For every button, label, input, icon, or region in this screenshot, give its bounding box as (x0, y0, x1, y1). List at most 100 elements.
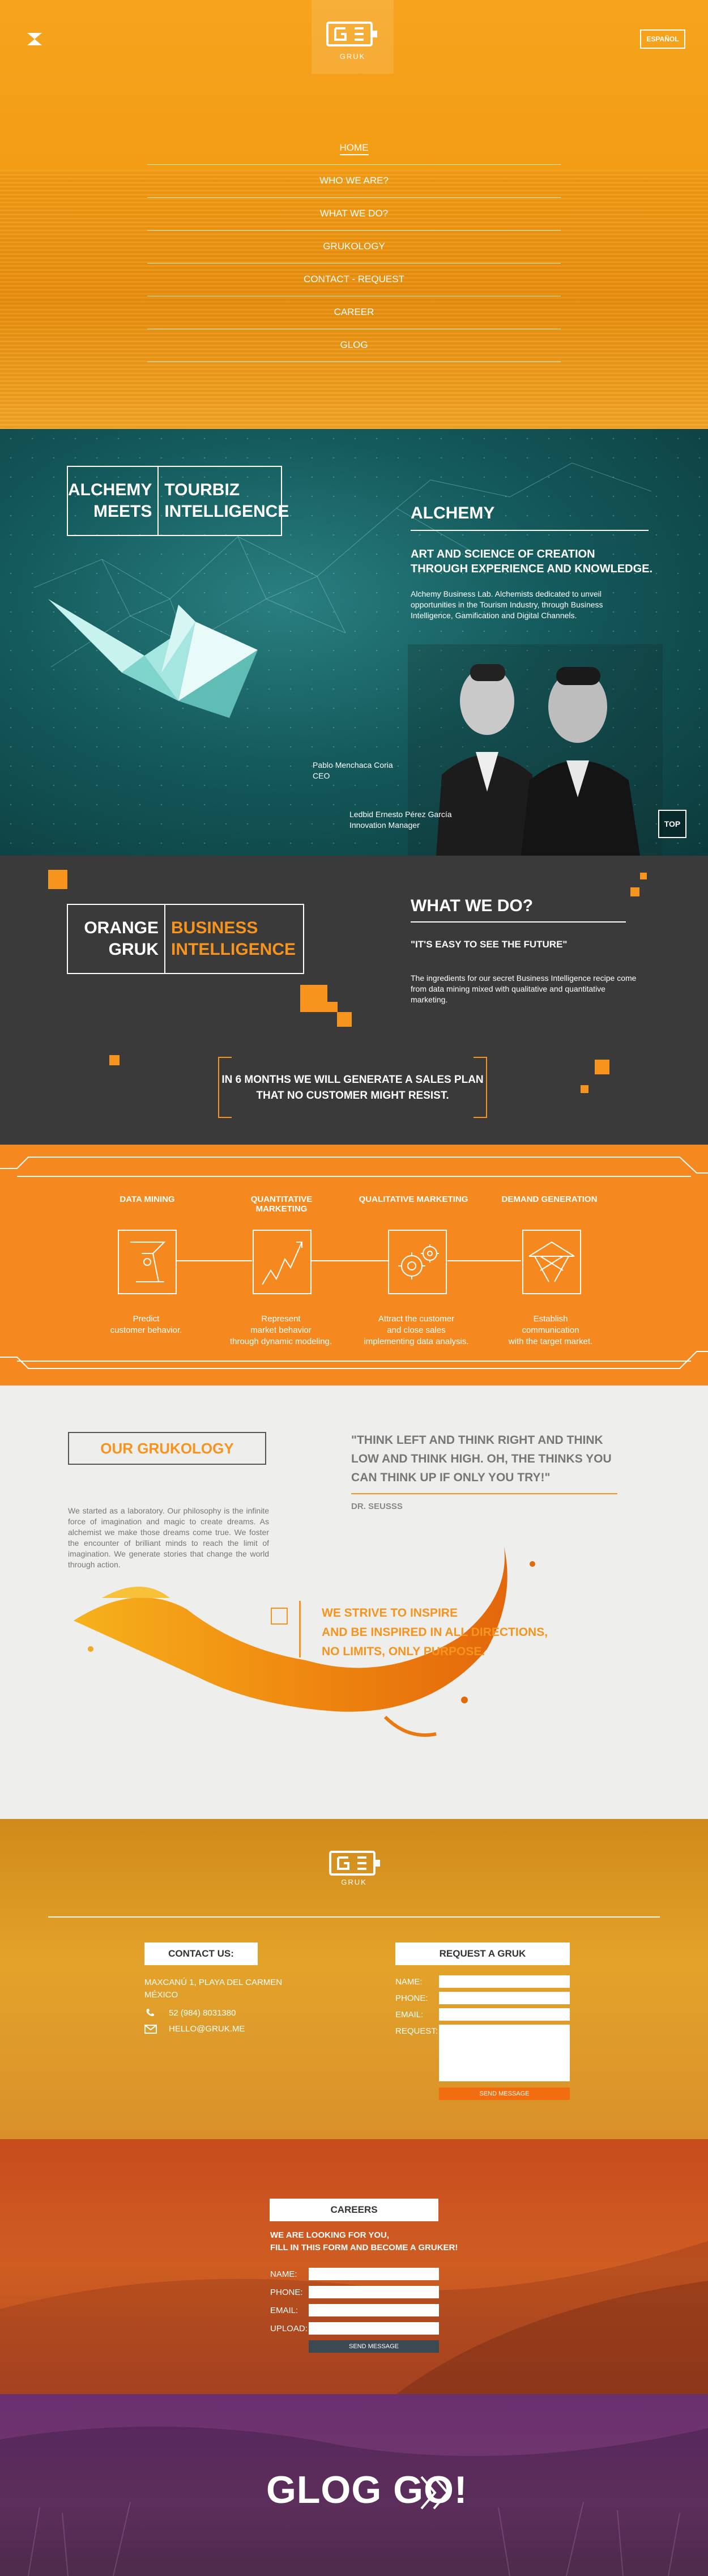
contact-email[interactable]: HELLO@GRUK.ME (169, 2024, 245, 2034)
careers-line-2: FILL IN THIS FORM AND BECOME A GRUKER! (270, 2243, 458, 2252)
gears-icon (388, 1230, 447, 1294)
what-we-do-quote: "IT'S EASY TO SEE THE FUTURE" (411, 939, 568, 950)
address-line-2: MÉXICO (144, 1990, 178, 2000)
box-right-line-2: INTELLIGENCE (164, 502, 289, 521)
banner-line-1: IN 6 MONTHS WE WILL GENERATE A SALES PLA… (221, 1074, 484, 1086)
what-we-do-section: ORANGE GRUK BUSINESS INTELLIGENCE WHAT W… (0, 856, 708, 1145)
careers-name-label: NAME: (270, 2269, 297, 2279)
request-send-button[interactable]: SEND MESSAGE (439, 2088, 570, 2100)
careers-upload-label: UPLOAD: (270, 2324, 308, 2333)
nav-item-what-we-do[interactable]: WHAT WE DO? (147, 197, 561, 231)
data-mining-icon (118, 1230, 177, 1294)
orange-gruk-box: ORANGE GRUK BUSINESS INTELLIGENCE (67, 904, 304, 974)
careers-phone-label: PHONE: (270, 2288, 303, 2297)
desc-line: customer behavior. (110, 1325, 182, 1335)
decor-square (581, 1085, 588, 1093)
careers-email-label: EMAIL: (270, 2306, 298, 2315)
desc-line: with the target market. (508, 1337, 593, 1346)
request-phone-field[interactable] (439, 1992, 570, 2004)
close-menu-icon[interactable] (26, 32, 43, 46)
step-desc-quantitative-marketing: Represent market behavior through dynami… (219, 1313, 343, 1347)
careers-send-button[interactable]: SEND MESSAGE (309, 2340, 439, 2353)
top-button[interactable]: TOP (658, 810, 686, 838)
language-button[interactable]: ESPAÑOL (640, 29, 685, 49)
nav-item-home[interactable]: HOME (147, 131, 561, 165)
language-label: ESPAÑOL (646, 35, 679, 43)
decor-square (48, 870, 67, 889)
network-icon (522, 1230, 581, 1294)
decor-square (109, 1055, 120, 1065)
box-right-line-1: BUSINESS (171, 919, 258, 937)
person2-name: Ledbid Ernesto Pérez García (349, 810, 452, 819)
careers-upload-field[interactable] (309, 2322, 439, 2335)
inspire-line-3: NO LIMITS, ONLY PURPOSE. (322, 1645, 485, 1658)
alchemy-subheading-2: THROUGH EXPERIENCE AND KNOWLEDGE. (411, 563, 653, 575)
nav-label: GLOG (340, 339, 368, 350)
process-section: DATA MINING QUANTITATIVE MARKETING QUALI… (0, 1145, 708, 1385)
dune-background (0, 2241, 708, 2394)
step-title-data-mining: DATA MINING (120, 1195, 175, 1204)
request-email-label: EMAIL: (395, 2010, 424, 2020)
grass-background (0, 2426, 708, 2576)
request-email-field[interactable] (439, 2008, 570, 2021)
desc-line: through dynamic modeling. (229, 1337, 332, 1346)
nav-label: HOME (339, 142, 369, 155)
contact-section: GRUK CONTACT US: MAXCANÚ 1, PLAYA DEL CA… (0, 1819, 708, 2139)
request-name-label: NAME: (395, 1977, 423, 1987)
careers-section: CAREERS WE ARE LOOKING FOR YOU, FILL IN … (0, 2139, 708, 2394)
nav-item-glog[interactable]: GLOG (147, 329, 561, 362)
glog-go-link[interactable]: GLOG GO! (266, 2468, 467, 2519)
logo[interactable]: GRUK (312, 0, 394, 74)
decor-square (630, 887, 639, 896)
footer-logo: GRUK (320, 1850, 388, 1889)
box-left-line-2: MEETS (93, 502, 152, 521)
desc-line: market behavior (250, 1325, 312, 1335)
request-title-box: REQUEST A GRUK (395, 1942, 570, 1965)
request-phone-label: PHONE: (395, 1993, 428, 2003)
what-we-do-body: The ingredients for our secret Business … (411, 974, 637, 1004)
alchemy-body: Alchemy Business Lab. Alchemists dedicat… (411, 589, 603, 620)
nav-item-career[interactable]: CAREER (147, 296, 561, 329)
desc-line: Establish (533, 1314, 568, 1324)
request-name-field[interactable] (439, 1975, 570, 1988)
person1-name: Pablo Menchaca Coria (313, 760, 393, 770)
what-we-do-heading: WHAT WE DO? (411, 896, 534, 915)
grukology-title-box: OUR GRUKOLOGY (68, 1432, 266, 1465)
careers-phone-field[interactable] (309, 2286, 439, 2298)
desc-line: Attract the customer (378, 1314, 455, 1324)
desc-line: Predict (133, 1314, 160, 1324)
hero-section: GRUK ESPAÑOL HOME WHO WE ARE? WHAT WE DO… (0, 0, 708, 429)
grukology-body: We started as a laboratory. Our philosop… (68, 1506, 269, 1569)
request-message-field[interactable] (439, 2025, 570, 2081)
decor-square (595, 1060, 609, 1074)
team-photo (408, 644, 663, 856)
nav-label: GRUKOLOGY (323, 241, 385, 252)
heading-underline (411, 530, 649, 531)
top-label: TOP (664, 819, 681, 828)
mail-icon (144, 2025, 157, 2037)
inspire-squares (271, 1608, 288, 1625)
contact-title-box: CONTACT US: (144, 1942, 258, 1965)
careers-line-1: WE ARE LOOKING FOR YOU, (270, 2230, 390, 2240)
contact-phone[interactable]: 52 (984) 8031380 (169, 2008, 236, 2018)
box-right-line-2: INTELLIGENCE (171, 940, 296, 959)
careers-email-field[interactable] (309, 2304, 439, 2316)
nav-item-who-we-are[interactable]: WHO WE ARE? (147, 164, 561, 198)
step-desc-data-mining: Predict customer behavior. (84, 1313, 208, 1336)
careers-name-field[interactable] (309, 2268, 439, 2280)
desc-line: Represent (261, 1314, 301, 1324)
desc-line: implementing data analysis. (364, 1337, 469, 1346)
banner-line-2: THAT NO CUSTOMER MIGHT RESIST. (256, 1090, 449, 1102)
box-right-line-1: TOURBIZ (164, 481, 240, 499)
contact-divider (48, 1916, 660, 1918)
alchemy-section: ALCHEMY MEETS TOURBIZ INTELLIGENCE ALCHE… (0, 429, 708, 856)
alchemy-subheading-1: ART AND SCIENCE OF CREATION (411, 548, 595, 560)
decor-square (327, 1002, 338, 1012)
nav-item-contact-request[interactable]: CONTACT - REQUEST (147, 263, 561, 296)
logo-text: GRUK (339, 52, 366, 61)
double-chevron-right-icon (420, 2476, 449, 2510)
alchemy-heading: ALCHEMY (411, 504, 495, 522)
request-message-label: REQUEST: (395, 2026, 438, 2036)
person1-role: CEO (313, 771, 330, 780)
nav-item-grukology[interactable]: GRUKOLOGY (147, 230, 561, 263)
